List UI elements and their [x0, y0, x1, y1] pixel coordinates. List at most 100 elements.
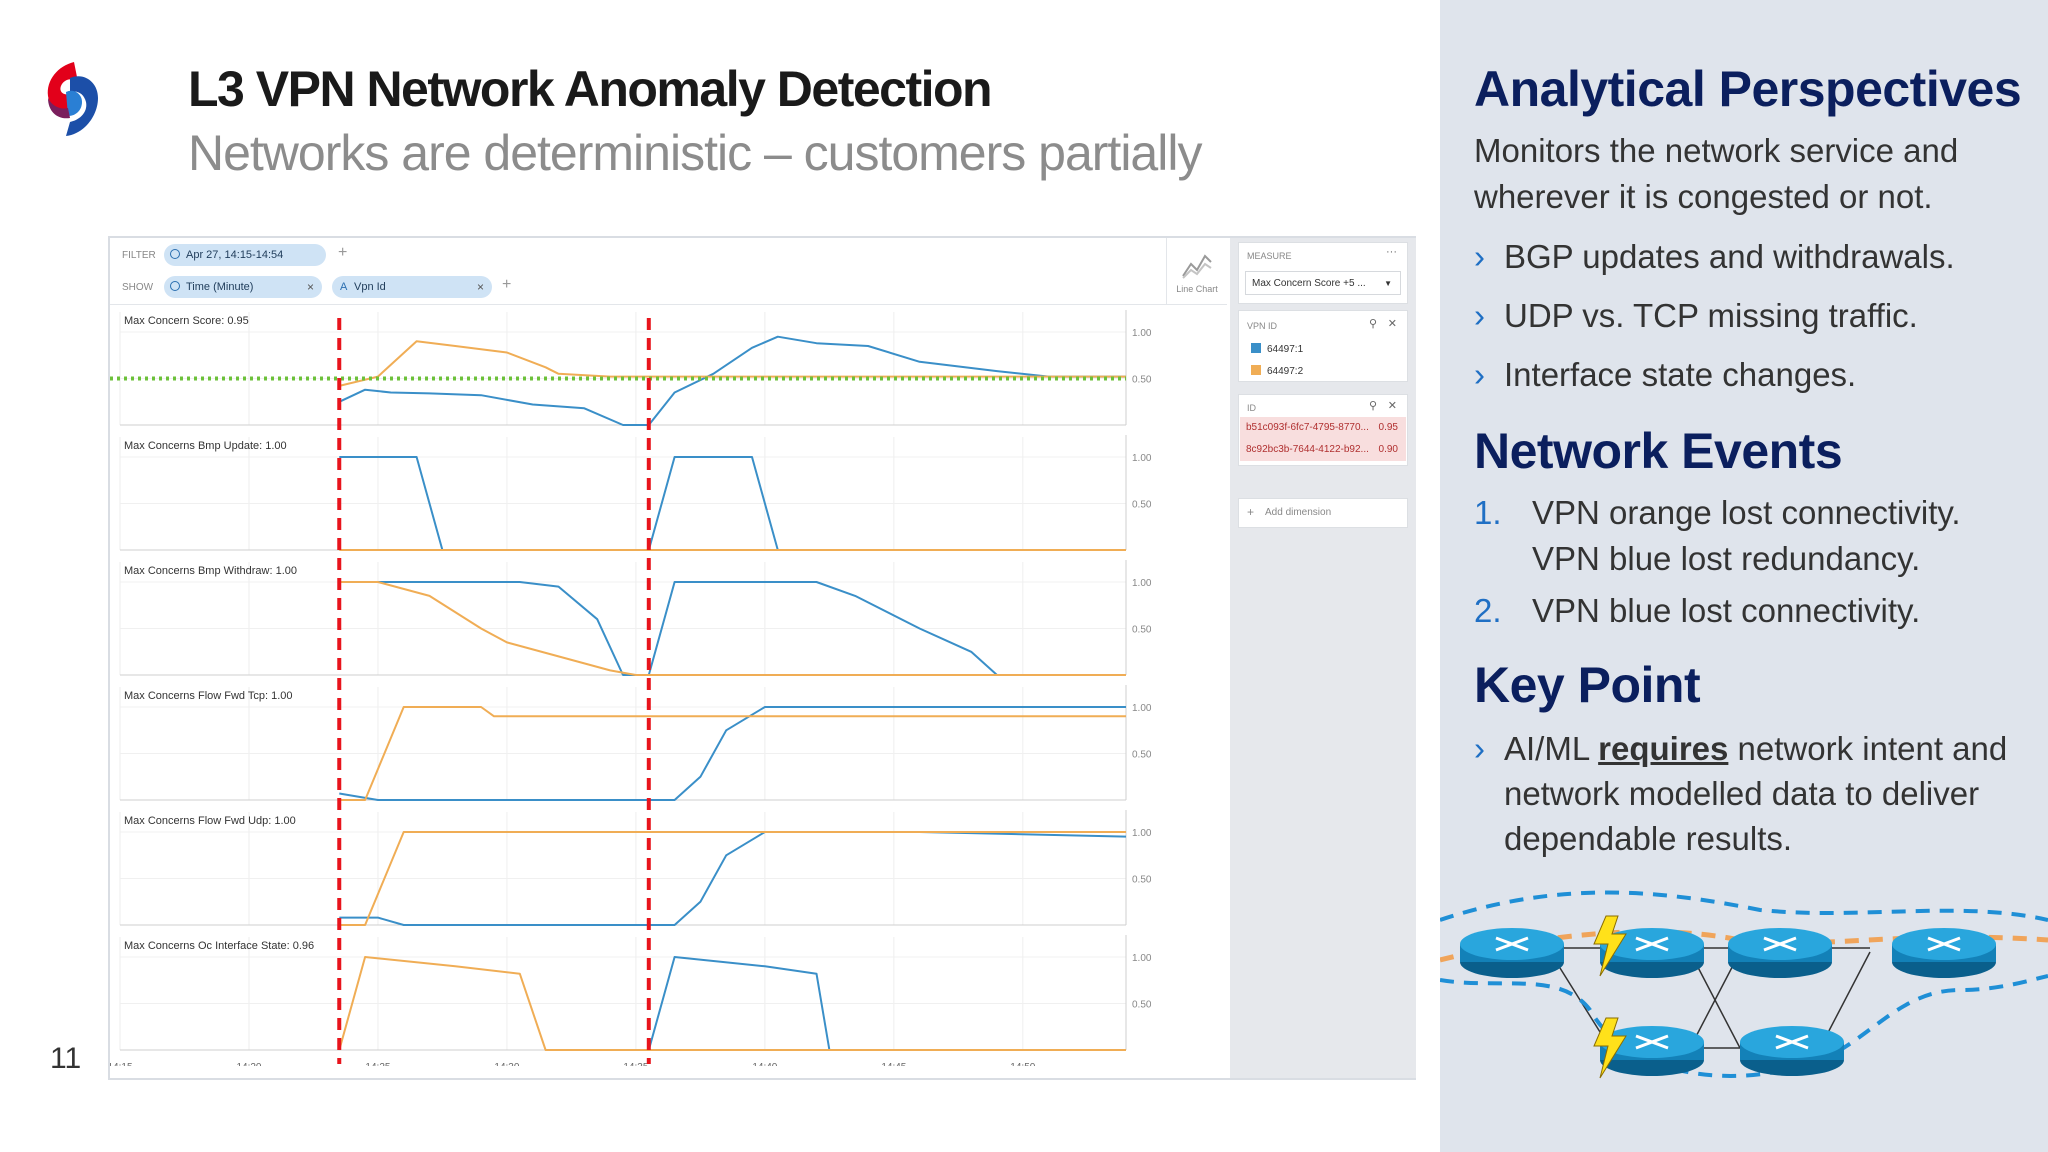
id-text: b51c093f-6fc7-4795-8770...: [1246, 422, 1369, 433]
legend-swatch: [1251, 343, 1261, 353]
series-line-blue: [339, 706, 1126, 801]
router-icon: [1728, 928, 1832, 978]
y-tick-label: 0.50: [1132, 1000, 1152, 1011]
legend-label: 64497:2: [1267, 366, 1304, 377]
y-tick-label: 0.50: [1132, 750, 1152, 761]
slide-title: L3 VPN Network Anomaly Detection: [188, 61, 993, 117]
y-tick-label: 0.50: [1132, 375, 1152, 386]
series-line-orange: [338, 956, 1126, 1051]
more-icon[interactable]: ···: [1386, 246, 1397, 258]
keypoint-emphasis: requires: [1598, 730, 1729, 767]
filter-bar: FILTER Apr 27, 14:15-14:54 + SHOW Time (…: [110, 238, 1166, 305]
x-tick-label: 14:25: [365, 1062, 390, 1066]
chevron-right-icon: ›: [1474, 356, 1485, 393]
id-value: 0.90: [1378, 444, 1398, 455]
panel-title: Max Concerns Flow Fwd Tcp: 1.00: [124, 690, 293, 702]
analytical-bullet: › Interface state changes.: [1474, 352, 1856, 398]
y-tick-label: 1.00: [1132, 953, 1152, 964]
add-filter-icon[interactable]: +: [338, 244, 348, 261]
line-charts: 1.00 0.50 Max Concern Score: 0.95 1.00 0.50 M…: [110, 310, 1152, 1066]
series-line-blue: [339, 456, 1126, 551]
event-number: 2.: [1474, 592, 1502, 629]
id-row[interactable]: 8c92bc3b-7644-4122-b92... 0.90: [1240, 439, 1406, 461]
panel-title: Max Concerns Oc Interface State: 0.96: [124, 940, 314, 952]
line-chart-icon: [1182, 254, 1212, 279]
show-label: SHOW: [122, 282, 154, 293]
x-tick-label: 14:50: [1010, 1062, 1035, 1066]
x-tick-label: 14:40: [752, 1062, 777, 1066]
line-chart-button[interactable]: Line Chart: [1166, 238, 1227, 305]
series-line-orange: [339, 706, 1126, 801]
show-item-label: Time (Minute): [186, 281, 254, 293]
y-tick-label: 1.00: [1132, 328, 1152, 339]
measure-label: MEASURE: [1247, 251, 1292, 261]
chevron-down-icon: ▼: [1384, 279, 1392, 288]
bullet-text: UDP vs. TCP missing traffic.: [1504, 297, 1918, 334]
lightning-icon: [1593, 915, 1627, 977]
legend-item-vpn2[interactable]: 64497:2: [1251, 365, 1303, 377]
y-tick-label: 1.00: [1132, 578, 1152, 589]
router-icon: [1600, 1026, 1704, 1076]
chevron-right-icon: ›: [1474, 238, 1485, 275]
plus-icon: +: [1247, 505, 1255, 519]
x-tick-label: 14:20: [236, 1062, 261, 1066]
filter-value: Apr 27, 14:15-14:54: [186, 249, 284, 261]
y-tick-label: 0.50: [1132, 625, 1152, 636]
panel-title: Max Concerns Bmp Update: 1.00: [124, 440, 287, 452]
show-pill-time[interactable]: Time (Minute) ×: [164, 276, 322, 298]
legend-label: 64497:1: [1267, 344, 1304, 355]
close-icon[interactable]: ✕: [1387, 318, 1397, 330]
sidebar: Analytical Perspectives Monitors the net…: [1440, 0, 2048, 1152]
filter-pill-time[interactable]: Apr 27, 14:15-14:54: [164, 244, 326, 266]
event-item: 1. VPN orange lost connectivity.: [1474, 490, 1961, 536]
events-heading: Network Events: [1474, 423, 1843, 479]
filter-label: FILTER: [122, 250, 156, 261]
remove-icon[interactable]: ×: [476, 280, 484, 294]
y-tick-label: 1.00: [1132, 703, 1152, 714]
id-value: 0.95: [1378, 422, 1398, 433]
analytical-bullet: › BGP updates and withdrawals.: [1474, 234, 1955, 280]
analytical-intro: Monitors the network service and whereve…: [1474, 132, 1959, 215]
panel-title: Max Concerns Bmp Withdraw: 1.00: [124, 565, 297, 577]
id-row[interactable]: b51c093f-6fc7-4795-8770... 0.95: [1240, 417, 1406, 439]
remove-icon[interactable]: ×: [306, 280, 314, 294]
vpn-id-panel: VPN ID ⚲ ✕ 64497:1 64497:2: [1238, 310, 1408, 382]
vpn-id-label: VPN ID: [1247, 321, 1278, 331]
close-icon[interactable]: ✕: [1387, 400, 1397, 412]
add-split-icon[interactable]: +: [502, 276, 512, 293]
bullet-text: BGP updates and withdrawals.: [1504, 238, 1955, 275]
id-text: 8c92bc3b-7644-4122-b92...: [1246, 444, 1369, 455]
measure-value: Max Concern Score +5 ...: [1252, 278, 1366, 289]
y-tick-label: 0.50: [1132, 500, 1152, 511]
bullet-text: Interface state changes.: [1504, 356, 1857, 393]
series-line-blue: [338, 335, 1126, 426]
event-item-continuation: VPN blue lost redundancy.: [1532, 540, 1921, 577]
legend-item-vpn1[interactable]: 64497:1: [1251, 343, 1303, 355]
lightning-icon: [1593, 1017, 1627, 1079]
dashboard-side-panel: MEASURE ··· Max Concern Score +5 ... ▼ V…: [1230, 238, 1416, 1078]
panel-title: Max Concern Score: 0.95: [124, 315, 249, 327]
router-icon: [1892, 928, 1996, 978]
search-icon[interactable]: ⚲: [1368, 318, 1377, 330]
clock-icon: [170, 249, 180, 259]
x-tick-label: 14:30: [494, 1062, 519, 1066]
chevron-right-icon: ›: [1474, 730, 1485, 767]
event-item: 2. VPN blue lost connectivity.: [1474, 588, 1920, 634]
clock-icon: [170, 281, 180, 291]
y-tick-label: 1.00: [1132, 453, 1152, 464]
search-icon[interactable]: ⚲: [1368, 400, 1377, 412]
measure-panel: MEASURE ··· Max Concern Score +5 ... ▼: [1238, 242, 1408, 304]
id-label: ID: [1247, 403, 1256, 413]
network-topology-diagram: [1440, 890, 2048, 1079]
measure-select[interactable]: Max Concern Score +5 ... ▼: [1245, 271, 1401, 295]
add-dimension-row[interactable]: + Add dimension: [1238, 498, 1408, 528]
show-pill-vpn[interactable]: A Vpn Id ×: [332, 276, 492, 298]
x-tick-label: 14:35: [623, 1062, 648, 1066]
chevron-right-icon: ›: [1474, 297, 1485, 334]
y-tick-label: 1.00: [1132, 828, 1152, 839]
page-number: 11: [50, 1042, 82, 1075]
dashboard-screenshot: FILTER Apr 27, 14:15-14:54 + SHOW Time (…: [108, 236, 1416, 1080]
x-tick-label: 14:45: [881, 1062, 906, 1066]
event-text: VPN orange lost connectivity.: [1532, 494, 1961, 531]
dimension-icon: A: [340, 281, 348, 293]
